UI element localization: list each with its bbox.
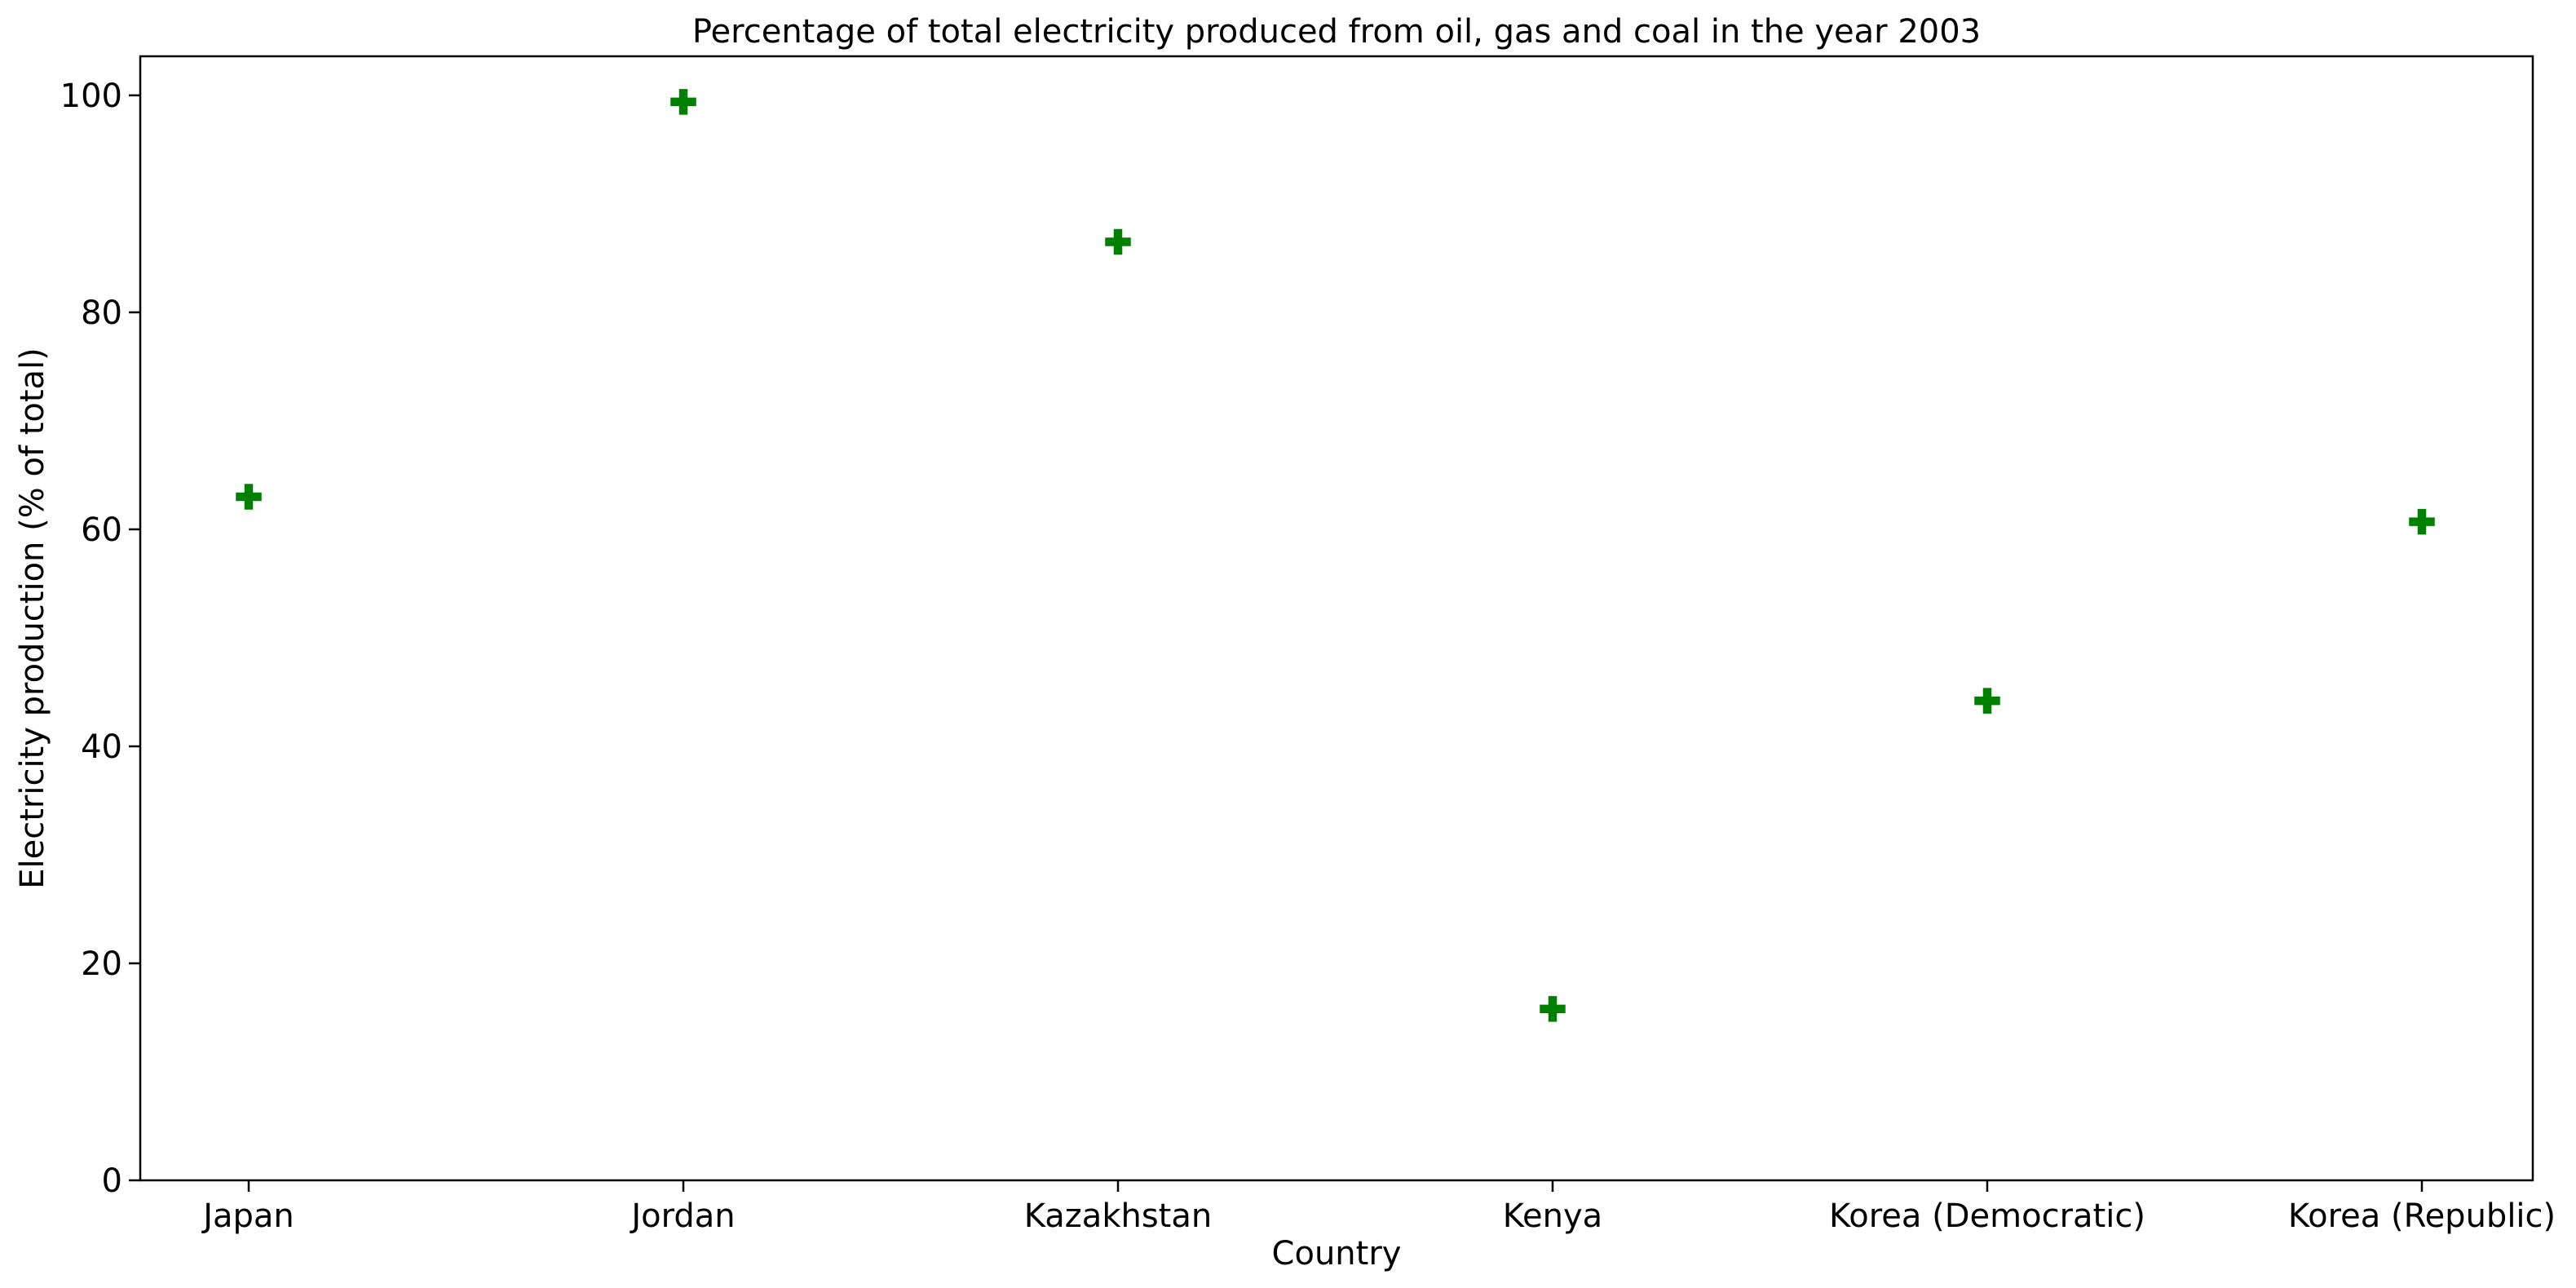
x-axis-label: Country	[1272, 1235, 1402, 1273]
y-tick-label: 60	[81, 511, 122, 549]
data-point-japan	[236, 484, 262, 510]
y-axis-label: Electricity production (% of total)	[14, 347, 51, 889]
x-tick-label: Korea (Republic)	[2288, 1197, 2556, 1235]
y-axis: 0 20 40 60 80 100	[60, 77, 140, 1200]
x-tick-label: Kazakhstan	[1024, 1197, 1212, 1235]
data-point-jordan	[670, 89, 696, 115]
x-axis: Japan Jordan Kazakhstan Kenya Korea (Democra…	[201, 1180, 2556, 1235]
data-point-kazakhstan	[1105, 228, 1131, 255]
x-tick-label: Jordan	[629, 1197, 735, 1235]
data-point-korea-republic	[2409, 508, 2435, 535]
y-tick-label: 40	[81, 728, 122, 766]
data-points	[236, 89, 2435, 1022]
data-point-kenya	[1540, 996, 1566, 1022]
x-tick-label: Japan	[201, 1197, 294, 1235]
chart-title: Percentage of total electricity produced…	[692, 13, 1981, 51]
data-point-korea-democratic	[1974, 688, 2000, 714]
y-tick-label: 20	[81, 945, 122, 983]
y-tick-label: 0	[102, 1162, 122, 1200]
y-tick-label: 100	[60, 77, 122, 115]
x-tick-label: Kenya	[1503, 1197, 1602, 1235]
x-tick-label: Korea (Democratic)	[1829, 1197, 2145, 1235]
y-tick-label: 80	[81, 294, 122, 332]
plot-area-frame	[139, 55, 2534, 1182]
